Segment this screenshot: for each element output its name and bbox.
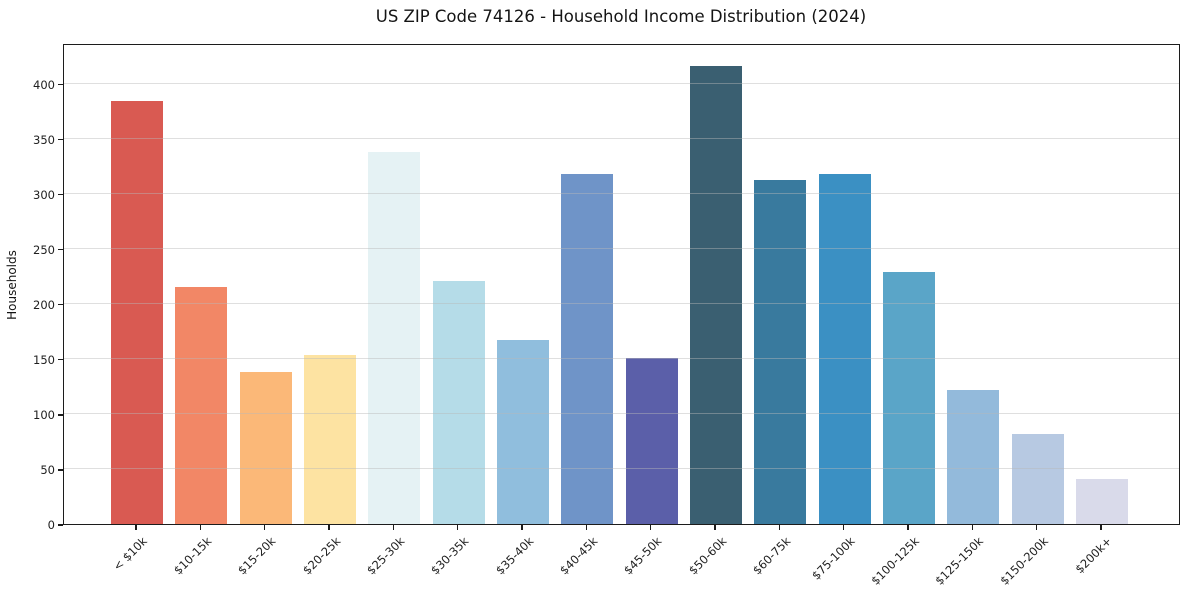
x-tick-label: $15-20k	[235, 534, 279, 578]
x-tick-mark	[328, 525, 330, 530]
gridline	[63, 357, 1179, 359]
x-tick-label: $30-35k	[428, 534, 472, 578]
y-tick-mark	[57, 414, 63, 416]
bar-$150-200k	[1011, 433, 1064, 524]
bar-< $10k	[111, 101, 163, 524]
x-tick-label: $20-25k	[299, 534, 343, 578]
y-tick-label: 0	[47, 518, 55, 532]
y-tick-label: 150	[33, 352, 55, 367]
x-tick-mark	[264, 525, 266, 530]
y-tick-mark	[57, 139, 63, 141]
y-tick-label: 200	[33, 297, 55, 312]
y-tick-label: 350	[33, 132, 55, 147]
x-tick-mark	[457, 525, 459, 530]
chart-title: US ZIP Code 74126 - Household Income Dis…	[375, 7, 867, 26]
y-tick-mark	[57, 84, 63, 86]
y-tick-mark	[57, 249, 63, 251]
plot-area	[62, 44, 1180, 525]
x-tick-mark	[392, 525, 394, 530]
x-tick-mark	[778, 525, 780, 530]
x-tick-mark	[135, 525, 137, 530]
y-tick-mark	[57, 194, 63, 196]
x-tick-label: $10-15k	[170, 534, 215, 578]
bar-$200k+	[1075, 478, 1128, 524]
bar-$45-50k	[625, 357, 678, 524]
bar-$60-75k	[754, 179, 807, 524]
x-tick-mark	[650, 525, 652, 530]
x-tick-mark	[1100, 525, 1102, 530]
x-tick-label: $150-200k	[996, 534, 1051, 588]
x-tick-label: $45-50k	[621, 534, 665, 578]
y-tick-label: 250	[33, 242, 55, 257]
y-tick-mark	[57, 469, 63, 471]
y-tick-mark	[57, 524, 63, 526]
bar-$15-20k	[239, 372, 292, 524]
bar-$25-30k	[368, 151, 421, 524]
x-tick-label: $75-100k	[808, 534, 858, 583]
x-tick-label: $40-45k	[556, 534, 601, 578]
y-tick-mark	[57, 359, 63, 361]
gridline	[63, 82, 1179, 84]
y-tick-mark	[57, 304, 63, 306]
x-tick-label: $60-75k	[749, 534, 794, 578]
x-tick-label: $35-40k	[492, 534, 536, 578]
bar-$30-35k	[432, 280, 485, 524]
x-tick-mark	[714, 525, 716, 530]
bar-$100-125k	[882, 271, 935, 524]
y-tick-label: 400	[33, 77, 55, 92]
x-tick-mark	[199, 525, 201, 530]
y-tick-label: 300	[33, 187, 55, 202]
x-tick-label: < $10k	[110, 534, 150, 574]
bar-$125-150k	[947, 389, 1000, 524]
gridline	[63, 412, 1179, 414]
x-tick-label: $125-150k	[932, 534, 987, 588]
x-tick-mark	[843, 525, 845, 530]
x-tick-mark	[1036, 525, 1038, 530]
x-tick-label: $100-125k	[868, 534, 922, 588]
gridline	[63, 192, 1179, 194]
gridline	[63, 137, 1179, 139]
x-tick-label: $50-60k	[685, 534, 729, 578]
gridline	[63, 247, 1179, 249]
x-tick-label: $200k+	[1072, 534, 1115, 577]
bar-$40-45k	[561, 173, 614, 524]
x-tick-mark	[907, 525, 909, 530]
bar-$20-25k	[303, 354, 356, 524]
x-tick-mark	[521, 525, 523, 530]
bar-$35-40k	[496, 340, 549, 524]
bar-$50-60k	[689, 66, 742, 524]
x-tick-mark	[585, 525, 587, 530]
x-tick-label: $25-30k	[363, 534, 408, 578]
bar-$10-15k	[175, 287, 228, 524]
gridline	[63, 302, 1179, 304]
y-tick-label: 50	[40, 462, 55, 477]
y-axis-label: Households	[5, 250, 19, 320]
x-tick-mark	[971, 525, 973, 530]
y-tick-label: 100	[33, 407, 55, 422]
bar-$75-100k	[818, 173, 871, 524]
